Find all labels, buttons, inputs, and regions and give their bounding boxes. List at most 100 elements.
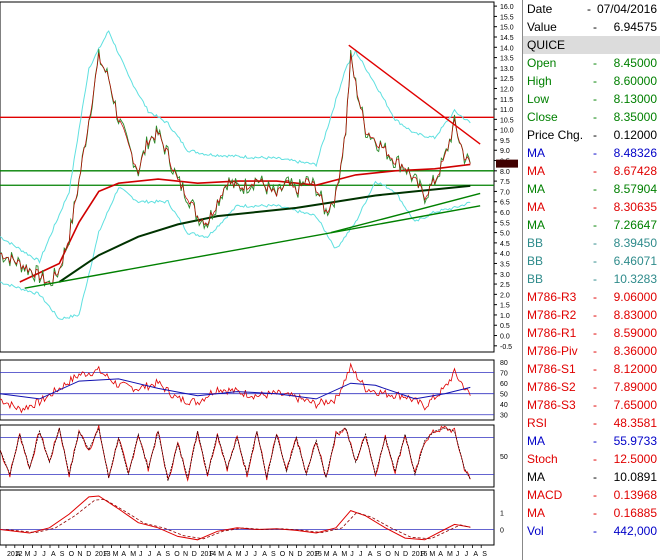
row-label: Vol (527, 524, 544, 538)
x-tick-label: F (315, 551, 319, 558)
row-label: BB (527, 254, 544, 268)
row-value: 48.3581 (613, 416, 657, 430)
x-tick-label: D (403, 551, 408, 558)
macd-signal-line (5, 498, 471, 540)
chart-canvas[interactable]: 16.015.515.014.514.013.513.012.512.011.5… (0, 0, 522, 560)
x-tick-label: O (69, 551, 75, 558)
stoch-ma-line (0, 426, 471, 481)
price-tick-label: 11.0 (500, 107, 513, 114)
bb-upper-line (0, 30, 471, 264)
panel-row-m786-r3: M786-R3 - 9.06000 (523, 288, 660, 306)
row-dash: - (593, 506, 597, 520)
x-tick-label: S (271, 551, 276, 558)
row-dash: - (593, 470, 597, 484)
x-tick-label: J (253, 551, 257, 558)
panel-row-bb: BB - 10.3283 (523, 270, 660, 288)
pane-frame (0, 1, 495, 353)
panel-row-ma: MA - 8.48326 (523, 144, 660, 162)
row-label: M786-S1 (527, 362, 576, 376)
row-label: M786-S2 (527, 380, 576, 394)
panel-row-ma: MA - 0.16885 (523, 504, 660, 522)
row-label: RSI (527, 416, 548, 430)
row-value: 10.0891 (613, 470, 657, 484)
panel-row-ma: MA - 8.57904 (523, 180, 660, 198)
row-value: 8.57904 (613, 182, 657, 196)
x-tick-label: A (262, 551, 267, 558)
row-value: 8.59000 (613, 326, 657, 340)
price-fast-ma-line (0, 52, 471, 285)
panel-row-m786-s1: M786-S1 - 8.12000 (523, 360, 660, 378)
rsi-tick-label: 30 (500, 413, 508, 420)
panel-row-open: Open - 8.45000 (523, 54, 660, 72)
x-tick-label: 2014 (201, 551, 217, 558)
row-dash: - (593, 128, 597, 142)
x-tick-label: J (350, 551, 354, 558)
row-label: MA (527, 182, 545, 196)
row-value: 10.3283 (613, 272, 657, 286)
price-tick-label: 3.5 (500, 261, 510, 268)
row-value: 0.12000 (613, 128, 657, 142)
row-dash: - (593, 164, 597, 178)
row-dash: - (593, 272, 597, 286)
x-tick-label: O (385, 551, 391, 558)
row-value: 8.36000 (613, 344, 657, 358)
trend-up-1 (24, 205, 481, 289)
price-tick-label: 2.0 (500, 292, 510, 299)
row-dash: - (593, 308, 597, 322)
row-value: 8.13000 (613, 92, 657, 106)
panel-row-ma: MA - 10.0891 (523, 468, 660, 486)
row-dash: - (593, 146, 597, 160)
data-window: Date -07/04/2016 Value - 6.94575 QUICE O… (522, 0, 660, 560)
row-label: MA (527, 218, 545, 232)
x-tick-label: A (368, 551, 373, 558)
panel-row-close: Close - 8.35000 (523, 108, 660, 126)
price-tick-label: 4.5 (500, 241, 510, 248)
row-dash: - (593, 344, 597, 358)
panel-row-bb: BB - 8.39450 (523, 234, 660, 252)
row-value: 9.06000 (613, 290, 657, 304)
x-tick-label: A (227, 551, 232, 558)
chart-area[interactable]: 16.0 15.5 15.0 14.5 14.0 13.5 13.0 12.5 12.0 11.5… (0, 0, 522, 560)
value-dash: - (593, 20, 597, 34)
price-tick-label: 1.5 (500, 303, 510, 310)
panel-row-stoch: Stoch - 12.5000 (523, 450, 660, 468)
price-tick-label: 0.0 (500, 334, 510, 341)
panel-row-low: Low - 8.13000 (523, 90, 660, 108)
panel-row-ma: MA - 8.67428 (523, 162, 660, 180)
price-tick-label: 10.0 (500, 128, 514, 135)
stoch-tick-label: 50 (500, 454, 508, 461)
price-tick-label: 3.0 (500, 272, 510, 279)
row-dash: - (593, 182, 597, 196)
panel-row-symbol: QUICE (523, 36, 660, 54)
price-tick-label: 6.5 (500, 200, 510, 207)
rsi-tick-label: 80 (500, 360, 508, 367)
row-dash: - (593, 254, 597, 268)
panel-row-value: Value - 6.94575 (523, 18, 660, 36)
panel-row-m786-r1: M786-R1 - 8.59000 (523, 324, 660, 342)
date-value: -07/04/2016 (586, 2, 657, 16)
row-label: M786-R3 (527, 290, 577, 304)
x-tick-label: J (359, 551, 363, 558)
x-tick-label: F (421, 551, 425, 558)
row-dash: - (593, 398, 597, 412)
panel-row-m786-r2: M786-R2 - 8.83000 (523, 306, 660, 324)
x-tick-label: M (447, 551, 453, 558)
panel-row-price-chg-: Price Chg. - 0.12000 (523, 126, 660, 144)
x-tick-label: D (86, 551, 91, 558)
row-label: Open (527, 56, 557, 70)
row-value: 7.65000 (613, 398, 657, 412)
x-tick-label: S (60, 551, 65, 558)
x-tick-label: F (104, 551, 108, 558)
row-dash: - (593, 236, 597, 250)
price-tick-label: 5.0 (500, 231, 510, 238)
price-tick-label: 1.0 (500, 313, 510, 320)
x-tick-label: J (139, 551, 143, 558)
price-tick-label: 8.0 (500, 169, 510, 176)
price-tick-label: 9.5 (500, 138, 510, 145)
trend-up-2 (330, 192, 481, 234)
price-tick-label: 13.0 (500, 66, 514, 73)
price-tick-label: 14.5 (500, 35, 514, 42)
price-tick-label: 15.5 (500, 14, 514, 21)
price-tick-label: 11.5 (500, 97, 513, 104)
value-label: Value (527, 20, 557, 34)
